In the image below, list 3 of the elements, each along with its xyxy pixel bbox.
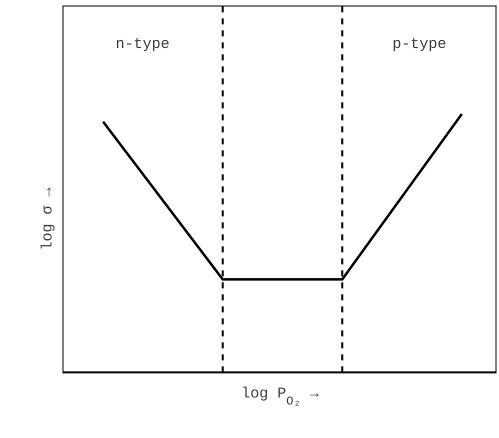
text: p-type	[392, 36, 446, 54]
text: n-type	[116, 36, 170, 54]
y-axis-title: log σ →	[40, 187, 56, 251]
